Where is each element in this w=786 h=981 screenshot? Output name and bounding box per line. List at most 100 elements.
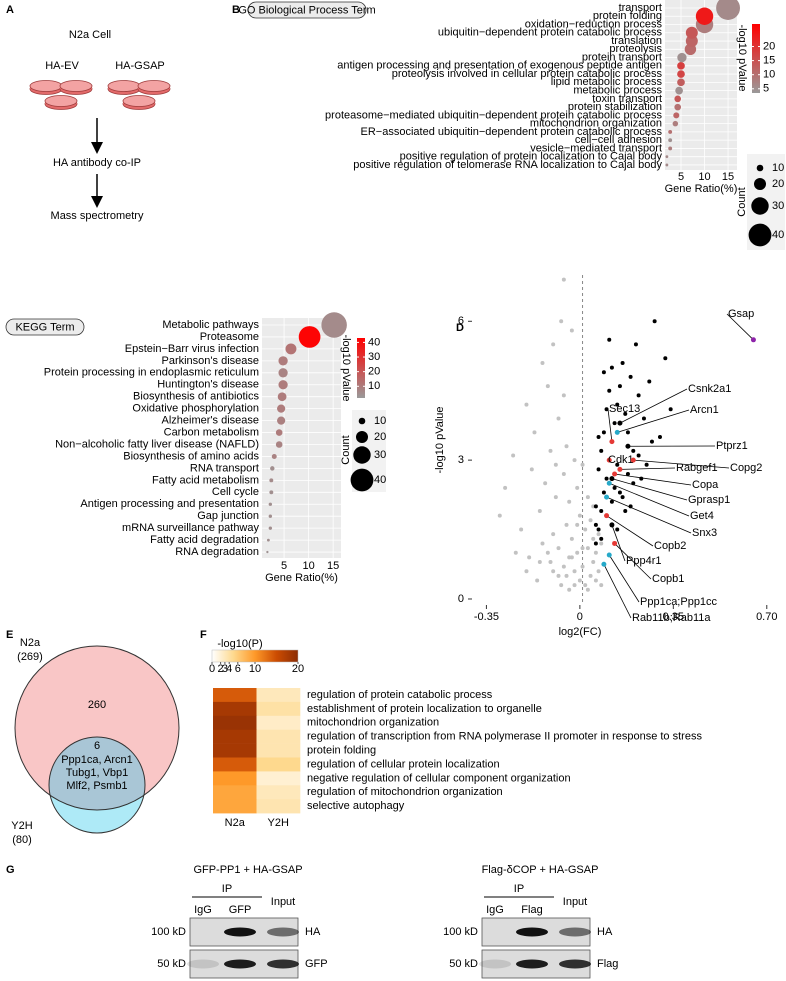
highlight-point: [750, 337, 756, 343]
dish: [44, 95, 78, 107]
point: [575, 522, 580, 527]
point: [572, 583, 577, 588]
category-label: Gap junction: [197, 510, 259, 522]
heatmap-cell: [213, 729, 257, 744]
gene-label: Get4: [690, 510, 714, 522]
category-label: toxin transport: [592, 93, 662, 105]
row-label: negative regulation of cellular componen…: [307, 772, 571, 784]
colorbar: [357, 338, 365, 398]
set-count: (80): [12, 834, 32, 846]
point: [561, 393, 566, 398]
category-label: Epstein−Barr virus infection: [125, 343, 259, 355]
set-count: (269): [17, 651, 43, 663]
point: [497, 513, 502, 518]
point: [596, 527, 601, 532]
point: [631, 448, 636, 453]
gene-label: Sec13: [609, 403, 640, 415]
point: [540, 541, 545, 546]
colorbar-tick-label: 10: [763, 69, 775, 81]
heatmap-cell: [256, 757, 301, 772]
colorbar: [211, 649, 299, 663]
bubble: [285, 343, 297, 355]
category-label: protein transport: [582, 51, 662, 63]
bubble: [271, 453, 277, 459]
size-legend-key: [751, 197, 769, 215]
category-label: cell−cell adhesion: [575, 134, 662, 146]
point: [519, 527, 524, 532]
size-legend-label: 20: [374, 431, 386, 443]
point: [564, 444, 569, 449]
x-tick-label: 5: [678, 171, 684, 183]
colorbar-tick-label: 10: [249, 663, 261, 675]
band: [267, 959, 299, 969]
colorbar-tick-label: 4: [226, 663, 232, 675]
gene-label: Copa: [692, 479, 719, 491]
point: [577, 513, 582, 518]
bubble: [668, 129, 673, 134]
row-label: regulation of protein catabolic process: [307, 689, 493, 701]
point: [559, 583, 564, 588]
lane-label: GFP: [229, 904, 252, 916]
overlap-count: 6: [94, 740, 100, 752]
bubble: [677, 78, 685, 87]
leader-line: [619, 388, 688, 424]
point: [596, 467, 601, 472]
point: [540, 360, 545, 365]
category-label: Biosynthesis of amino acids: [123, 450, 259, 462]
gene-label: Csnk2a1: [688, 383, 731, 395]
leader-line: [607, 408, 613, 442]
point: [607, 388, 612, 393]
point: [553, 495, 558, 500]
point: [617, 384, 622, 389]
category-label: Cell cycle: [212, 486, 259, 498]
title-box: [5, 318, 85, 336]
x-tick-label: 10: [302, 560, 314, 572]
category-label: protein folding: [593, 10, 662, 22]
x-tick-label: 0.35: [663, 611, 684, 623]
point: [620, 360, 625, 365]
colorbar-tick-label: 20: [763, 40, 775, 52]
colorbar: [752, 24, 760, 93]
point: [601, 430, 606, 435]
point: [572, 458, 577, 463]
leader-line: [609, 482, 690, 517]
bubble: [677, 52, 687, 63]
venn-outline: [14, 645, 180, 811]
column-label: N2a: [225, 817, 246, 829]
point: [556, 573, 561, 578]
marker-label: 50 kD: [157, 958, 186, 970]
point: [623, 411, 628, 416]
point: [553, 462, 558, 467]
highlight-point: [606, 552, 612, 558]
leader-line: [608, 554, 640, 603]
leader-line: [633, 459, 730, 469]
highlight-point: [625, 443, 631, 449]
colorbar-label: -log10 pValue: [340, 334, 352, 401]
point: [663, 356, 668, 361]
gene-label: Copb2: [654, 540, 686, 552]
plot-background: [262, 318, 341, 558]
size-legend-label: 40: [772, 229, 784, 241]
chart-title: KEGG Term: [15, 321, 74, 333]
probe-label: HA: [305, 926, 321, 938]
point: [577, 578, 582, 583]
bubble: [685, 35, 698, 48]
point: [641, 416, 646, 421]
size-legend-title: Count: [340, 435, 352, 464]
bubble: [275, 429, 283, 436]
y-axis-label: -log10 pValue: [434, 406, 446, 473]
point: [647, 379, 652, 384]
row-label: protein folding: [307, 744, 376, 756]
category-label: protein stabilization: [568, 101, 662, 113]
point: [593, 541, 598, 546]
heatmap-cell: [256, 688, 301, 703]
category-label: Fatty acid metabolism: [152, 474, 259, 486]
x-tick-label: 15: [722, 171, 734, 183]
point: [503, 485, 508, 490]
point: [604, 407, 609, 412]
leader-line: [611, 524, 626, 562]
point: [548, 559, 553, 564]
size-legend-label: 20: [772, 178, 784, 190]
category-label: Proteasome: [200, 331, 259, 343]
leader-line: [606, 515, 654, 547]
